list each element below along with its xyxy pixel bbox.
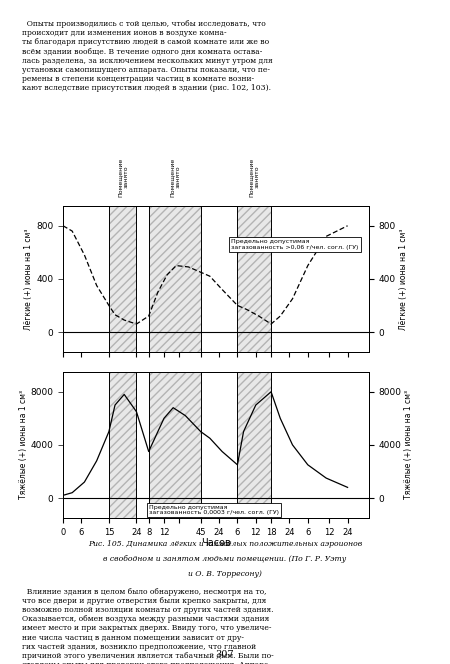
- Bar: [238, 206, 271, 352]
- Y-axis label: Тяжёлые (+) ионы на 1 см³: Тяжёлые (+) ионы на 1 см³: [18, 390, 27, 499]
- Y-axis label: Тяжёлые (+) ионы на 1 см³: Тяжёлые (+) ионы на 1 см³: [405, 390, 414, 499]
- Text: в свободном и занятом людьми помещении. (По Г. Р. Уэту: в свободном и занятом людьми помещении. …: [104, 555, 346, 563]
- Text: Помещение
занято: Помещение занято: [117, 157, 128, 197]
- Bar: [109, 372, 136, 518]
- Y-axis label: Лёгкие (+) ионы на 1 см³: Лёгкие (+) ионы на 1 см³: [24, 228, 33, 329]
- Y-axis label: Лёгкие (+) ионы на 1 см³: Лёгкие (+) ионы на 1 см³: [399, 228, 408, 329]
- Bar: [238, 372, 271, 518]
- Text: Влияние здания в целом было обнаружено, несмотря на то,
что все двери и другие о: Влияние здания в целом было обнаружено, …: [22, 588, 280, 664]
- Text: Рис. 105. Динамика лёгких и тяжёлых положительных аэроионов: Рис. 105. Динамика лёгких и тяжёлых поло…: [88, 540, 362, 548]
- Text: Опыты производились с той целью, чтобы исследовать, что
происходит дли изменения: Опыты производились с той целью, чтобы и…: [22, 20, 273, 92]
- Text: Предельно допустимая
загазованность >0,06 г/чел. согл. (ГУ): Предельно допустимая загазованность >0,0…: [231, 239, 359, 250]
- Text: Помещение
занято: Помещение занято: [249, 157, 260, 197]
- X-axis label: Часов: Часов: [201, 538, 231, 548]
- Bar: [148, 372, 201, 518]
- Text: и О. В. Торресону): и О. В. Торресону): [188, 570, 262, 578]
- Text: Предельно допустимая
загазованность 0,0003 г/чел. согл. (ГУ): Предельно допустимая загазованность 0,00…: [148, 505, 279, 515]
- Text: Помещение
занято: Помещение занято: [169, 157, 180, 197]
- Text: 307: 307: [216, 650, 234, 659]
- Bar: [148, 206, 201, 352]
- Bar: [109, 206, 136, 352]
